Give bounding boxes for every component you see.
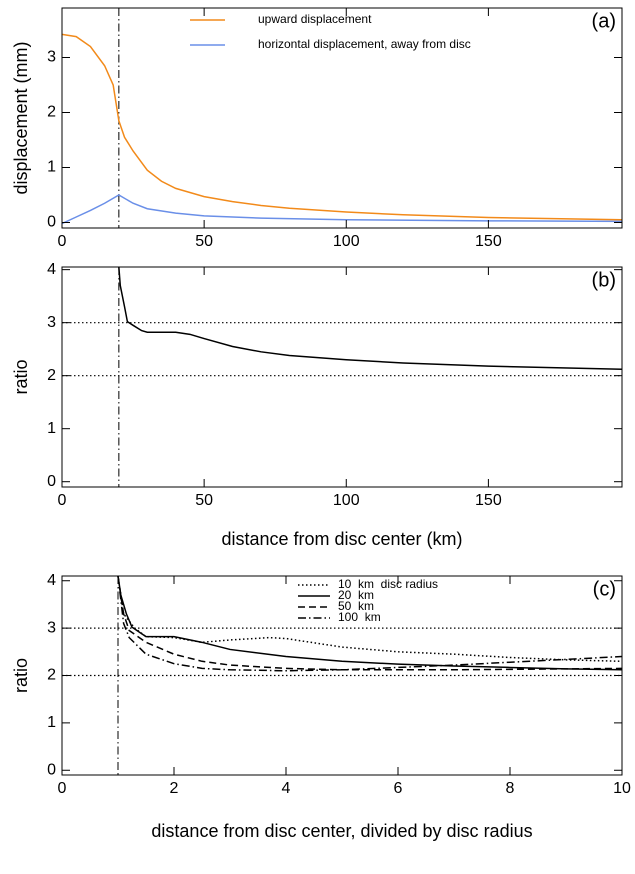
y-tick-label: 3 [47,314,56,331]
series-line [117,576,622,671]
plot-area [62,8,622,228]
y-tick-label: 1 [47,159,56,176]
legend-label: 100 km [338,610,381,624]
x-tick-label: 0 [58,492,67,509]
y-tick-label: 3 [47,49,56,66]
y-axis-label: displacement (mm) [11,41,31,194]
y-tick-label: 0 [47,761,56,778]
plot-area [62,267,622,487]
x-tick-label: 150 [475,492,502,509]
x-tick-label: 100 [333,492,360,509]
legend-label: upward displacement [258,12,372,26]
series-line [117,576,622,671]
panel-label: (c) [593,578,616,600]
x-tick-label: 150 [475,233,502,250]
y-tick-label: 0 [47,214,56,231]
x-tick-label: 6 [394,780,403,797]
panel-label: (b) [592,269,616,291]
panel: 0 50 100 150 0 1 2 3 4 ratio distance from disc ce… [11,261,623,549]
y-axis-label: ratio [11,359,31,394]
x-axis-label: distance from disc center (km) [221,529,462,549]
y-axis-label: ratio [11,658,31,693]
y-tick-label: 1 [47,420,56,437]
series-line [62,194,622,225]
y-tick-label: 4 [47,572,56,589]
y-tick-label: 1 [47,714,56,731]
y-tick-label: 2 [47,104,56,121]
x-tick-label: 4 [282,780,291,797]
y-tick-label: 3 [47,619,56,636]
plot-area [62,576,622,775]
x-axis-label: distance from disc center, divided by di… [151,821,532,841]
plot-frame [61,7,623,229]
y-tick-label: 2 [47,367,56,384]
x-tick-label: 100 [333,233,360,250]
y-tick-label: 2 [47,667,56,684]
y-tick-label: 0 [47,473,56,490]
x-tick-label: 50 [195,492,213,509]
legend-label: 10 km disc radius [338,577,438,591]
x-tick-label: 0 [58,233,67,250]
y-tick-label: 4 [47,261,56,278]
x-tick-label: 0 [58,780,67,797]
x-tick-label: 50 [195,233,213,250]
legend-label: 20 km [338,588,374,602]
panel-label: (a) [592,10,616,32]
panel: upward displacement horizontal displaceme… [11,7,623,250]
plot-frame [61,266,623,488]
x-tick-label: 2 [170,780,179,797]
series-line [118,267,622,371]
series-line [62,33,622,221]
x-tick-label: 10 [613,780,631,797]
x-tick-label: 8 [506,780,515,797]
series-line [117,576,622,672]
legend-label: 50 km [338,599,374,613]
legend-label: horizontal displacement, away from disc [258,37,471,51]
